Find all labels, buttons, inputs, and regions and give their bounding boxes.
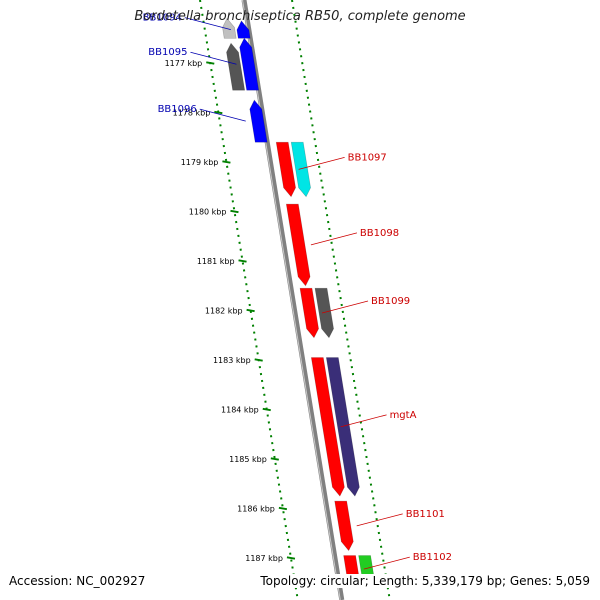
scale-tick-label-1177: 1177 kbp [165,59,203,68]
scale-tick-1186 [278,506,288,511]
gene-label-bb1102: BB1102 [413,552,452,563]
topology-value: circular [320,574,365,588]
gene-arrows [222,17,374,584]
scale-tick-label-1179: 1179 kbp [181,158,219,167]
scale-tick-label-1182: 1182 kbp [205,307,243,316]
gene-arrow-bb1096 [249,99,268,143]
backbone-line [241,0,345,600]
scale-tick-1182 [246,308,255,313]
scale-ticks: 1177 kbp 1178 kbp 1179 kbp 1180 kbp 1181 kbp… [165,59,296,563]
gene-label-bb1101: BB1101 [406,509,445,520]
length-value: 5,339,179 bp [421,574,502,588]
scale-tick-1180 [230,209,239,214]
gene-leader-bb1098 [310,232,358,246]
gene-arrow-9 [314,287,334,339]
gene-leader-mgta [340,414,387,428]
scale-tick-1187 [286,556,296,560]
gene-arrow-3 [226,42,246,91]
gene-arrow-bb1098 [285,203,311,287]
backbone-highlight [242,0,341,600]
gene-leader-bb1097 [298,157,345,170]
accession-label: Accession: [9,574,73,588]
scale-tick-1184 [262,407,271,412]
gene-arrow-1 [222,17,237,39]
accession-info: Accession: NC_002927 [9,574,146,588]
gene-label-bb1099: BB1099 [371,296,410,307]
scale-tick-label-1184: 1184 kbp [221,406,259,415]
gene-leader-bb1099 [321,300,369,314]
gene-arrow-bb1097 [275,141,296,198]
length-label: Length: [372,574,419,588]
genome-backbone [241,0,345,600]
scale-tick-label-1180: 1180 kbp [189,208,227,217]
scale-tick-label-1186: 1186 kbp [237,505,275,514]
gene-leader-bb1102 [363,556,410,570]
gene-leader-bb1094 [184,17,231,30]
topology-label: Topology: [260,574,317,588]
genome-summary: Topology: circular; Length: 5,339,179 bp… [260,574,590,588]
gene-arrow-11 [325,357,360,497]
gene-leader-bb1095 [190,51,237,65]
gene-label-bb1098: BB1098 [360,228,399,239]
scale-tick-1185 [270,457,279,461]
gene-arrow-6 [290,141,311,198]
scale-tick-label-1183: 1183 kbp [213,356,251,365]
genome-title: Bordetella bronchiseptica RB50, complete… [134,9,466,24]
gene-arrow-bb1095 [239,37,260,91]
gene-label-bb1096: BB1096 [158,104,197,115]
gene-label-mgta: mgtA [390,410,417,421]
gene-label-bb1097: BB1097 [348,152,387,163]
scale-tick-label-1178: 1178 kbp [173,109,211,118]
scale-tick-label-1185: 1185 kbp [229,455,267,464]
genes-value: 5,059 [555,574,590,588]
gene-labels: BB1094 BB1095 BB1096 BB1097 BB1098 BB1099 mgtA… [143,13,452,570]
gene-label-bb1095: BB1095 [148,47,187,58]
scale-tick-label-1187: 1187 kbp [245,554,283,563]
gene-leader-bb1096 [199,108,246,122]
scale-tick-1181 [238,259,247,263]
gene-arrow-bb1101 [334,500,354,552]
gene-label-bb1094: BB1094 [143,13,182,24]
scale-tick-label-1181: 1181 kbp [197,257,235,266]
scale-tick-1178 [214,110,223,115]
gene-arrow-mgta [310,357,345,497]
genes-label: Genes: [509,574,552,588]
scale-tick-1179 [222,160,231,164]
accession-value: NC_002927 [76,574,146,588]
scale-tick-1177 [206,61,215,65]
gene-arrow-bb1099 [299,287,319,339]
scale-tick-1183 [254,358,263,362]
gene-leader-bb1101 [356,513,403,527]
